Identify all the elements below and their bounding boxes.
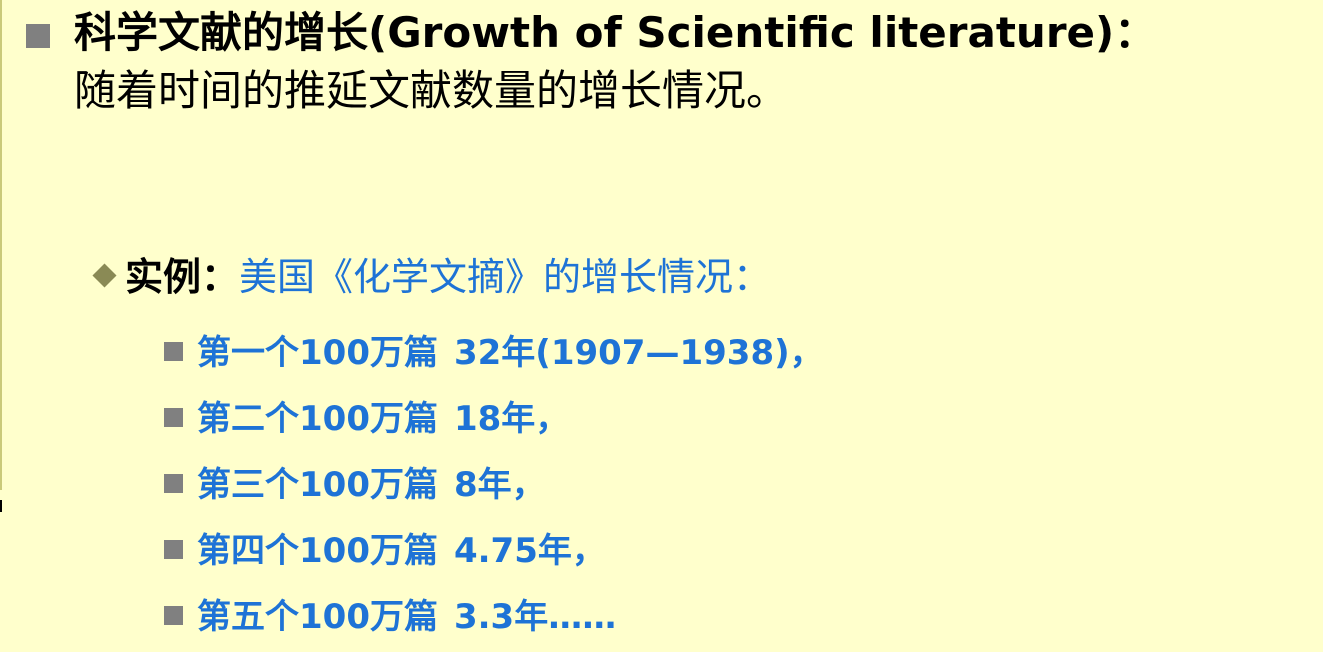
item-value: 3.3年……	[453, 597, 617, 637]
list-item: 第三个100万篇 8年，	[164, 454, 824, 520]
item-label: 第五个100万篇	[197, 597, 438, 637]
list-item: 第四个100万篇 4.75年，	[164, 520, 824, 586]
list-item: 第五个100万篇 3.3年……	[164, 586, 824, 652]
main-bullet-text: 科学文献的增长(Growth of Scientific literature)…	[74, 4, 1318, 120]
list-item: 第二个100万篇 18年，	[164, 388, 824, 454]
heading-continuation: 随着时间的推延文献数量的增长情况。	[74, 66, 789, 115]
heading-title: 科学文献的增长(Growth of Scientific literature)…	[74, 8, 1157, 57]
diamond-bullet-icon	[92, 263, 117, 288]
item-label: 第二个100万篇	[197, 399, 438, 439]
square-bullet-icon	[164, 342, 183, 361]
item-label: 第四个100万篇	[197, 531, 438, 571]
square-bullet-icon	[164, 474, 183, 493]
list-item: 第一个100万篇 32年(1907—1938)，	[164, 322, 824, 388]
item-value: 8年，	[453, 465, 546, 505]
main-bullet-point: 科学文献的增长(Growth of Scientific literature)…	[18, 4, 1318, 120]
item-label: 第三个100万篇	[197, 465, 438, 505]
item-value: 18年，	[453, 399, 570, 439]
item-label: 第一个100万篇	[197, 333, 438, 373]
slide-left-border	[0, 0, 2, 490]
square-bullet-icon	[26, 24, 50, 48]
growth-list: 第一个100万篇 32年(1907—1938)， 第二个100万篇 18年， 第三个…	[164, 322, 824, 652]
square-bullet-icon	[164, 540, 183, 559]
example-title: 美国《化学文摘》的增长情况：	[239, 255, 772, 299]
square-bullet-icon	[164, 606, 183, 625]
example-label: 实例：	[125, 255, 240, 299]
item-value: 32年(1907—1938)，	[453, 333, 824, 373]
example-line: 实例：美国《化学文摘》的增长情况：	[92, 250, 771, 304]
square-bullet-icon	[164, 408, 183, 427]
item-value: 4.75年，	[453, 531, 606, 571]
slide-left-tick	[0, 500, 2, 512]
